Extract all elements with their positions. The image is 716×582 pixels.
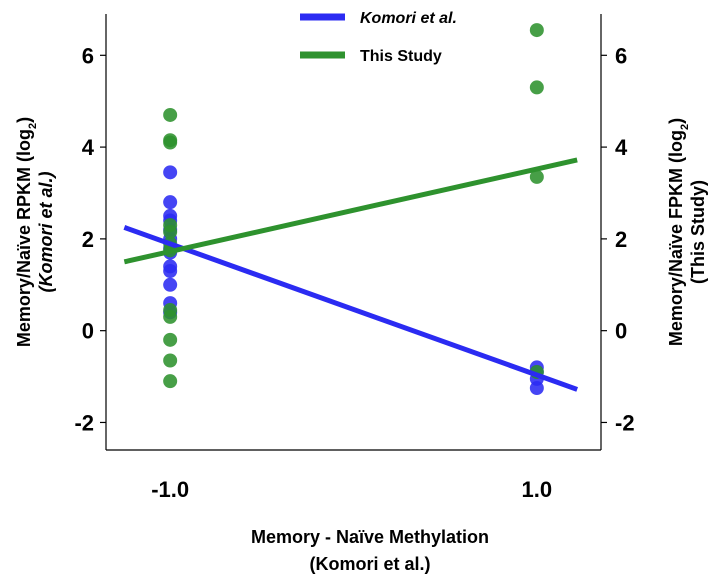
data-point-komori xyxy=(163,165,178,180)
legend-label-komori: Komori et al. xyxy=(360,10,457,27)
right-tick-label: 4 xyxy=(615,135,628,160)
data-point-this-study xyxy=(163,353,178,368)
x-tick-label: -1.0 xyxy=(151,477,189,502)
legend: Komori et al. This Study xyxy=(300,10,457,65)
data-point-this-study xyxy=(163,309,178,324)
right-tick-label: 0 xyxy=(615,319,627,344)
data-point-this-study xyxy=(163,374,178,389)
x-axis-title: Memory - Naïve Methylation xyxy=(251,527,489,547)
fit-line-komori xyxy=(123,225,579,392)
right-tick-label: 2 xyxy=(615,227,627,252)
left-tick-label: -2 xyxy=(74,410,94,435)
left-tick-label: 2 xyxy=(82,227,94,252)
data-point-komori xyxy=(163,264,178,279)
data-point-komori xyxy=(163,195,178,210)
left-tick-label: 6 xyxy=(82,43,94,68)
right-axis-title: Memory/Naïve FPKM (log2) xyxy=(666,118,691,346)
x-tick-label: 1.0 xyxy=(522,477,553,502)
x-axis-subtitle: (Komori et al.) xyxy=(309,554,430,574)
left-axis-subtitle: (Komori et al.) xyxy=(36,171,56,292)
fit-line-this-study xyxy=(123,157,578,265)
legend-label-this-study: This Study xyxy=(360,48,442,65)
right-tick-label: 6 xyxy=(615,43,627,68)
left-axis-title: Memory/Naïve RPKM (log2) xyxy=(14,117,39,347)
data-point-this-study xyxy=(163,332,178,347)
data-point-this-study xyxy=(529,169,544,184)
data-point-komori xyxy=(163,277,178,292)
data-point-this-study xyxy=(163,135,178,150)
data-point-this-study xyxy=(163,107,178,122)
data-point-this-study xyxy=(529,23,544,38)
left-tick-label: 4 xyxy=(82,135,95,160)
right-axis-subtitle: (This Study) xyxy=(688,180,708,284)
right-tick-label: -2 xyxy=(615,410,635,435)
data-point-this-study xyxy=(163,225,178,239)
data-point-komori xyxy=(529,381,544,396)
left-tick-label: 0 xyxy=(82,319,94,344)
data-point-this-study xyxy=(529,80,544,95)
